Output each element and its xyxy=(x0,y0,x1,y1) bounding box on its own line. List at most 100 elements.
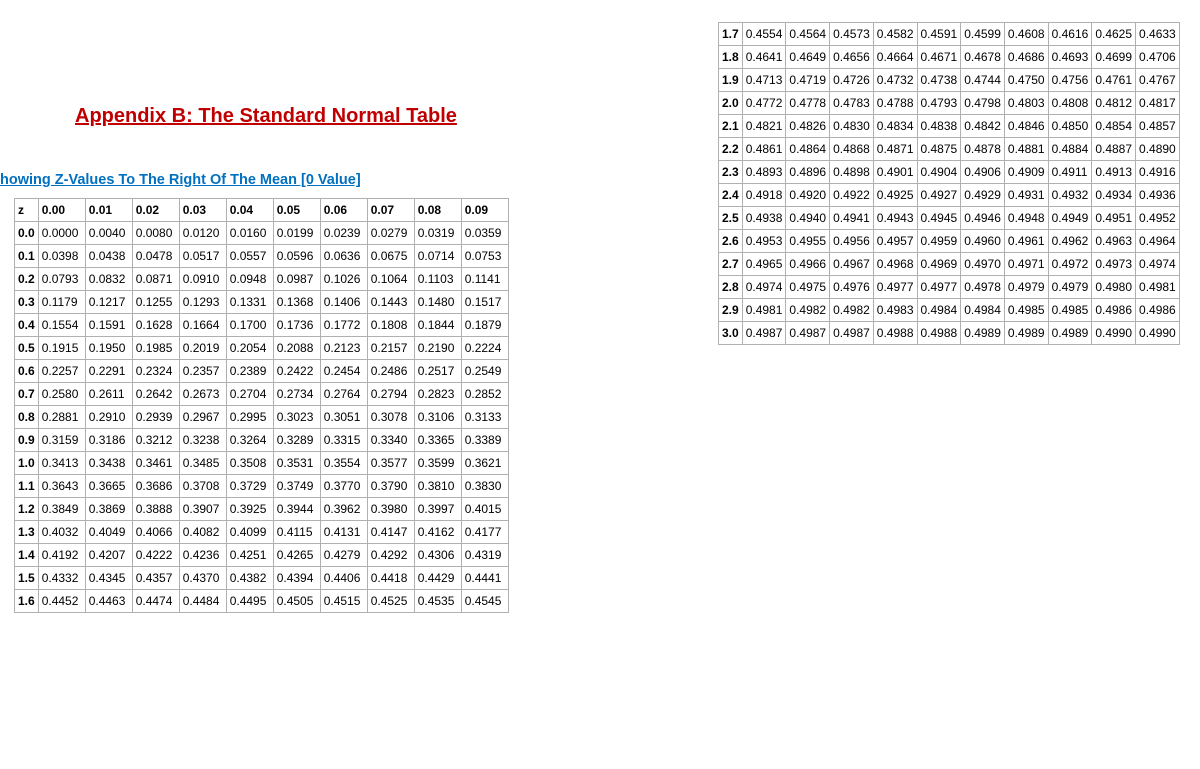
cell: 0.4793 xyxy=(917,92,961,115)
cell: 0.4920 xyxy=(786,184,830,207)
cell: 0.4115 xyxy=(273,521,320,544)
cell: 0.4756 xyxy=(1048,69,1092,92)
cell: 0.1179 xyxy=(38,291,85,314)
cell: 0.4778 xyxy=(786,92,830,115)
cell: 0.4927 xyxy=(917,184,961,207)
row-header: 2.2 xyxy=(719,138,743,161)
cell: 0.4812 xyxy=(1092,92,1136,115)
cell: 0.0120 xyxy=(179,222,226,245)
cell: 0.1950 xyxy=(85,337,132,360)
page-title: Appendix B: The Standard Normal Table xyxy=(75,105,457,128)
cell: 0.3315 xyxy=(320,429,367,452)
cell: 0.4830 xyxy=(830,115,874,138)
cell: 0.0319 xyxy=(414,222,461,245)
cell: 0.4861 xyxy=(742,138,786,161)
row-header: 2.1 xyxy=(719,115,743,138)
cell: 0.4971 xyxy=(1004,253,1048,276)
cell: 0.4990 xyxy=(1136,322,1180,345)
cell: 0.4911 xyxy=(1048,161,1092,184)
cell: 0.2190 xyxy=(414,337,461,360)
cell: 0.1368 xyxy=(273,291,320,314)
table-row: 1.00.34130.34380.34610.34850.35080.35310… xyxy=(15,452,509,475)
cell: 0.4713 xyxy=(742,69,786,92)
cell: 0.1255 xyxy=(132,291,179,314)
cell: 0.2088 xyxy=(273,337,320,360)
cell: 0.1517 xyxy=(461,291,508,314)
cell: 0.4945 xyxy=(917,207,961,230)
cell: 0.4989 xyxy=(961,322,1005,345)
cell: 0.0987 xyxy=(273,268,320,291)
cell: 0.4881 xyxy=(1004,138,1048,161)
cell: 0.4986 xyxy=(1136,299,1180,322)
page-subtitle: howing Z-Values To The Right Of The Mean… xyxy=(0,172,361,188)
table-row: 2.00.47720.47780.47830.47880.47930.47980… xyxy=(719,92,1180,115)
cell: 0.3869 xyxy=(85,498,132,521)
table-row: 1.80.46410.46490.46560.46640.46710.46780… xyxy=(719,46,1180,69)
cell: 0.4505 xyxy=(273,590,320,613)
cell: 0.2995 xyxy=(226,406,273,429)
table-row: 0.70.25800.26110.26420.26730.27040.27340… xyxy=(15,383,509,406)
cell: 0.4984 xyxy=(961,299,1005,322)
cell: 0.4985 xyxy=(1004,299,1048,322)
cell: 0.4913 xyxy=(1092,161,1136,184)
table-row: 2.10.48210.48260.48300.48340.48380.48420… xyxy=(719,115,1180,138)
cell: 0.3289 xyxy=(273,429,320,452)
cell: 0.2852 xyxy=(461,383,508,406)
table-row: 0.80.28810.29100.29390.29670.29950.30230… xyxy=(15,406,509,429)
table-row: 0.60.22570.22910.23240.23570.23890.24220… xyxy=(15,360,509,383)
row-header: 1.9 xyxy=(719,69,743,92)
table-row: 2.40.49180.49200.49220.49250.49270.49290… xyxy=(719,184,1180,207)
cell: 0.2157 xyxy=(367,337,414,360)
cell: 0.4922 xyxy=(830,184,874,207)
cell: 0.4925 xyxy=(873,184,917,207)
cell: 0.2257 xyxy=(38,360,85,383)
table-row: 2.60.49530.49550.49560.49570.49590.49600… xyxy=(719,230,1180,253)
cell: 0.2734 xyxy=(273,383,320,406)
cell: 0.0040 xyxy=(85,222,132,245)
row-header: 0.7 xyxy=(15,383,39,406)
cell: 0.4738 xyxy=(917,69,961,92)
cell: 0.1985 xyxy=(132,337,179,360)
cell: 0.4582 xyxy=(873,23,917,46)
table-row: 0.00.00000.00400.00800.01200.01600.01990… xyxy=(15,222,509,245)
cell: 0.4981 xyxy=(1136,276,1180,299)
cell: 0.4846 xyxy=(1004,115,1048,138)
cell: 0.4515 xyxy=(320,590,367,613)
cell: 0.0636 xyxy=(320,245,367,268)
cell: 0.4616 xyxy=(1048,23,1092,46)
cell: 0.4968 xyxy=(873,253,917,276)
cell: 0.4990 xyxy=(1092,322,1136,345)
row-header: 0.3 xyxy=(15,291,39,314)
cell: 0.1628 xyxy=(132,314,179,337)
cell: 0.0753 xyxy=(461,245,508,268)
col-header: 0.04 xyxy=(226,199,273,222)
cell: 0.1217 xyxy=(85,291,132,314)
row-header: 1.7 xyxy=(719,23,743,46)
cell: 0.3849 xyxy=(38,498,85,521)
cell: 0.1915 xyxy=(38,337,85,360)
table-row: 0.20.07930.08320.08710.09100.09480.09870… xyxy=(15,268,509,291)
cell: 0.4868 xyxy=(830,138,874,161)
cell: 0.4884 xyxy=(1048,138,1092,161)
row-header: 2.5 xyxy=(719,207,743,230)
cell: 0.3665 xyxy=(85,475,132,498)
cell: 0.2389 xyxy=(226,360,273,383)
cell: 0.4319 xyxy=(461,544,508,567)
cell: 0.2357 xyxy=(179,360,226,383)
cell: 0.4871 xyxy=(873,138,917,161)
cell: 0.4982 xyxy=(830,299,874,322)
row-header: 0.1 xyxy=(15,245,39,268)
cell: 0.4887 xyxy=(1092,138,1136,161)
cell: 0.4988 xyxy=(917,322,961,345)
cell: 0.4979 xyxy=(1048,276,1092,299)
cell: 0.4967 xyxy=(830,253,874,276)
cell: 0.4236 xyxy=(179,544,226,567)
cell: 0.2291 xyxy=(85,360,132,383)
cell: 0.4949 xyxy=(1048,207,1092,230)
cell: 0.3159 xyxy=(38,429,85,452)
cell: 0.4987 xyxy=(830,322,874,345)
cell: 0.4963 xyxy=(1092,230,1136,253)
cell: 0.4554 xyxy=(742,23,786,46)
cell: 0.4222 xyxy=(132,544,179,567)
cell: 0.3830 xyxy=(461,475,508,498)
